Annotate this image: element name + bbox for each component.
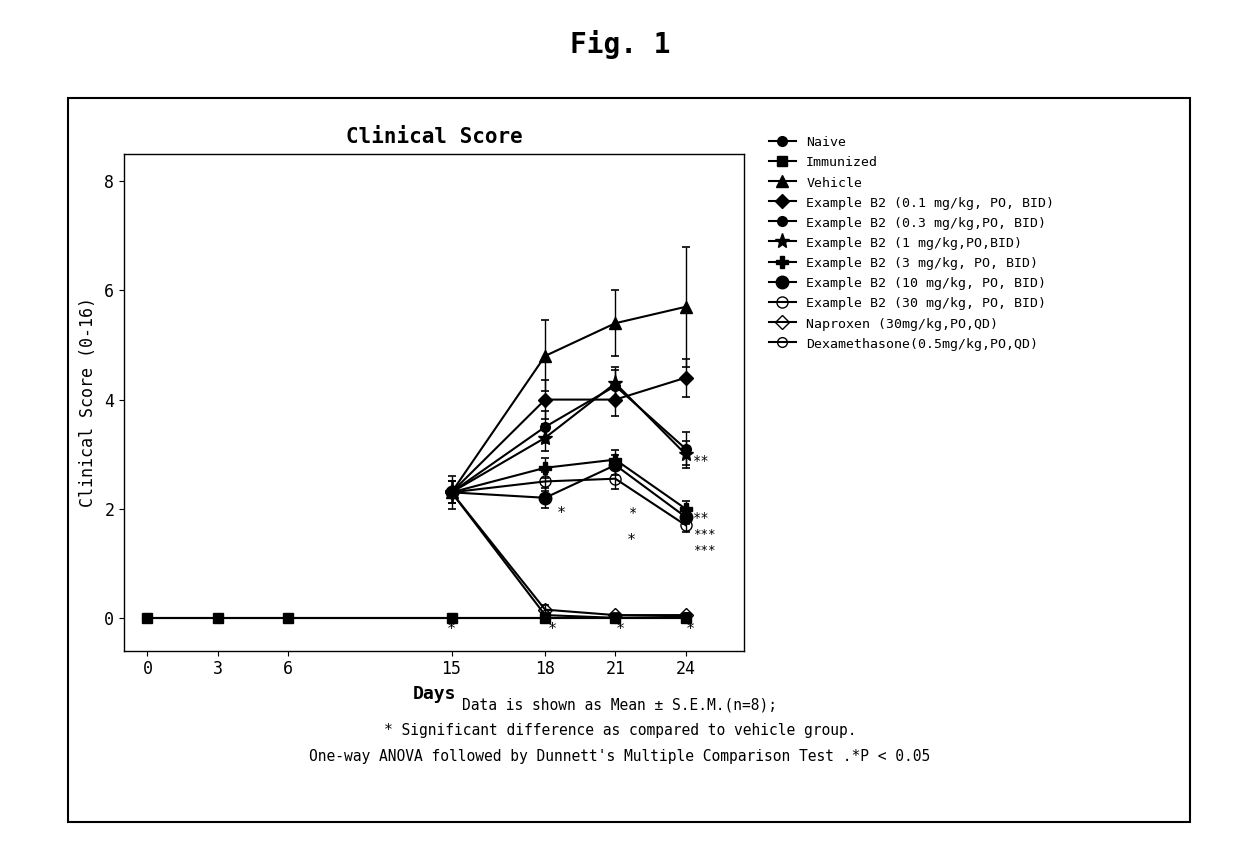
Legend: Naive, Immunized, Vehicle, Example B2 (0.1 mg/kg, PO, BID), Example B2 (0.3 mg/k: Naive, Immunized, Vehicle, Example B2 (0… [769,135,1054,351]
Text: *: * [615,622,625,637]
Text: ***: *** [692,544,715,557]
Text: *: * [557,506,565,521]
Text: Fig. 1: Fig. 1 [569,30,671,59]
Text: **: ** [692,455,709,468]
Text: *: * [627,533,636,548]
Text: **: ** [692,511,709,526]
Title: Clinical Score: Clinical Score [346,127,522,147]
Text: *: * [630,506,637,520]
Y-axis label: Clinical Score (0-16): Clinical Score (0-16) [79,297,97,508]
Text: ***: *** [692,528,715,541]
Text: One-way ANOVA followed by Dunnett's Multiple Comparison Test .*P < 0.05: One-way ANOVA followed by Dunnett's Mult… [309,749,931,764]
Text: *: * [686,622,694,637]
Text: *: * [548,622,557,637]
Text: * Significant difference as compared to vehicle group.: * Significant difference as compared to … [383,723,857,739]
X-axis label: Days: Days [412,685,456,704]
Text: *: * [446,622,456,637]
Text: Data is shown as Mean ± S.E.M.(n=8);: Data is shown as Mean ± S.E.M.(n=8); [463,698,777,713]
